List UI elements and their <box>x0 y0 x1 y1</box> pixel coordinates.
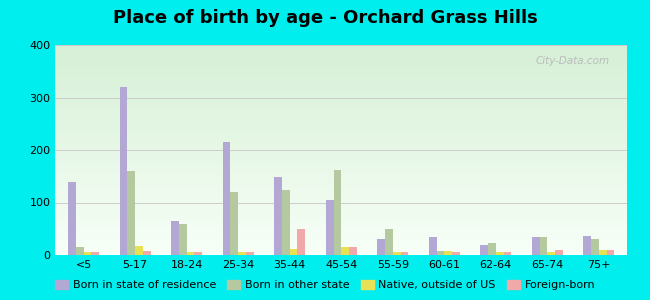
Bar <box>393 252 400 255</box>
Bar <box>91 252 99 255</box>
Bar <box>400 252 408 255</box>
Bar <box>385 229 393 255</box>
Bar <box>480 244 488 255</box>
Bar <box>504 252 512 255</box>
Bar <box>298 229 305 255</box>
Bar <box>290 249 298 255</box>
Bar <box>377 239 385 255</box>
Bar <box>555 250 563 255</box>
Bar <box>246 252 254 255</box>
Text: City-Data.com: City-Data.com <box>536 56 610 65</box>
Bar <box>547 252 555 255</box>
Bar <box>68 182 76 255</box>
Bar <box>341 247 349 255</box>
Bar <box>599 250 606 255</box>
Bar <box>282 190 290 255</box>
Bar <box>127 171 135 255</box>
Bar <box>84 252 91 255</box>
Bar <box>349 247 357 255</box>
Bar <box>231 192 238 255</box>
Bar <box>445 251 452 255</box>
Bar <box>333 170 341 255</box>
Legend: Born in state of residence, Born in other state, Native, outside of US, Foreign-: Born in state of residence, Born in othe… <box>50 275 600 294</box>
Bar <box>238 252 246 255</box>
Bar <box>274 177 282 255</box>
Bar <box>135 245 143 255</box>
Bar <box>584 236 592 255</box>
Bar <box>532 237 539 255</box>
Bar <box>452 252 460 255</box>
Bar <box>437 251 445 255</box>
Bar <box>592 239 599 255</box>
Bar <box>194 252 202 255</box>
Bar <box>120 87 127 255</box>
Bar <box>171 221 179 255</box>
Bar <box>143 251 151 255</box>
Bar <box>540 237 547 255</box>
Bar <box>496 252 504 255</box>
Bar <box>179 224 187 255</box>
Text: Place of birth by age - Orchard Grass Hills: Place of birth by age - Orchard Grass Hi… <box>112 9 538 27</box>
Bar <box>429 237 437 255</box>
Bar <box>76 247 84 255</box>
Bar <box>606 250 614 255</box>
Bar <box>223 142 231 255</box>
Bar <box>187 252 194 255</box>
Bar <box>488 244 496 255</box>
Bar <box>326 200 333 255</box>
